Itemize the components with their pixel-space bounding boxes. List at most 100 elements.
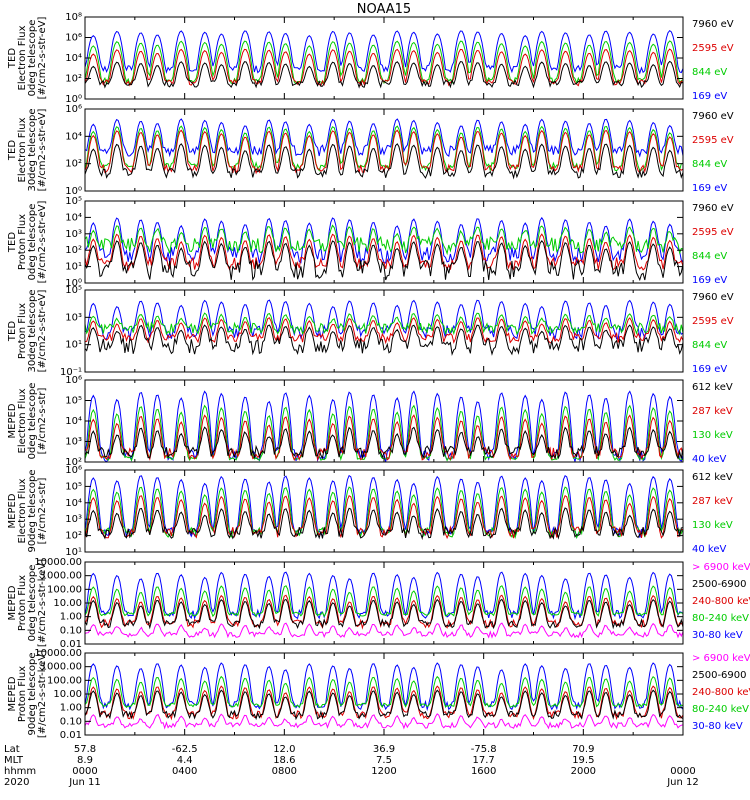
series-line	[84, 675, 684, 709]
panel-3: 10⁰ 10¹ 10² 10³ 10⁴ 10⁵ TED Proton Flux 0deg tel…	[7, 196, 734, 289]
y-label-line: Electron Flux	[17, 388, 28, 453]
y-tick-label: 1.00	[60, 703, 82, 714]
series-line	[84, 48, 684, 87]
footer-value: 4.4	[177, 755, 193, 766]
y-tick-label: 0.10	[60, 716, 82, 727]
series-line	[84, 143, 684, 180]
footer-value: 19.5	[572, 755, 594, 766]
y-label-line: 0deg telescope	[27, 565, 38, 642]
panel-1: 10⁰ 10² 10⁴ 10⁶ 10⁸ TED Electron Flux 0deg tele…	[7, 12, 734, 105]
legend-entry: 7960 eV	[692, 19, 734, 30]
y-tick-label: 10⁶	[65, 465, 82, 476]
footer-value: 36.9	[373, 744, 395, 755]
y-tick-label: 10⁵	[65, 481, 82, 492]
y-tick-label: 0.01	[60, 730, 82, 741]
legend-entry: 844 eV	[692, 67, 727, 78]
footer-value: 0000	[72, 766, 97, 777]
footer-value: 57.8	[74, 744, 96, 755]
y-tick-label: 10⁶	[65, 33, 82, 44]
y-label-line: Electron Flux	[17, 478, 28, 543]
y-label-line: MEPED	[7, 493, 18, 528]
legend-entry: 169 eV	[692, 91, 727, 102]
legend-entry: 844 eV	[692, 340, 727, 351]
legend-entry: 130 keV	[692, 520, 733, 531]
legend-entry: 287 keV	[692, 406, 733, 417]
series-line	[84, 125, 684, 172]
y-label-line: MEPED	[7, 585, 18, 620]
y-tick-label: 10⁴	[65, 212, 82, 223]
legend-entry: 169 eV	[692, 364, 727, 375]
y-tick-label: 100.00	[47, 675, 82, 686]
legend-entry: 2595 eV	[692, 316, 734, 327]
y-tick-label: 10.00	[53, 598, 82, 609]
y-label-line: MEPED	[7, 676, 18, 711]
legend-entry: 240-800 keV	[692, 596, 750, 607]
y-tick-label: 10⁴	[65, 131, 82, 142]
series-line	[84, 40, 684, 86]
y-label-line: Electron Flux	[17, 25, 28, 90]
y-axis-label: MEPED Proton Flux 0deg telescope [#/cm2-s-s…	[7, 559, 48, 647]
y-label-line: Proton Flux	[17, 214, 28, 270]
legend-entry: 7960 eV	[692, 111, 734, 122]
y-label-line: [#/cm2-s-str-keV]	[37, 650, 48, 738]
y-label-line: 0deg telescope	[27, 204, 38, 281]
y-label-line: Proton Flux	[17, 575, 28, 631]
legend-entry: 169 eV	[692, 183, 727, 194]
y-tick-label: 10⁻¹	[60, 367, 82, 378]
y-tick-label: 1000.00	[41, 571, 82, 582]
y-label-line: [#/cm2-s-str-keV]	[37, 559, 48, 647]
y-tick-label: 10000.00	[34, 648, 82, 659]
y-label-line: [#/cm2-s-str]	[37, 387, 48, 454]
series-line	[84, 507, 684, 541]
series-line	[84, 233, 684, 272]
footer-value: 0800	[272, 766, 297, 777]
y-tick-label: 10⁶	[65, 104, 82, 115]
footer-value: 2000	[571, 766, 596, 777]
legend-entry: 7960 eV	[692, 203, 734, 214]
y-tick-label: 0.10	[60, 625, 82, 636]
y-label-line: Proton Flux	[17, 666, 28, 722]
legend-entry: 240-800 keV	[692, 687, 750, 698]
y-label-line: [#/cm2-s-str]	[37, 477, 48, 544]
y-tick-label: 10⁰	[65, 278, 82, 289]
y-label-line: [#/cm2-s-str-eV]	[37, 290, 48, 373]
footer-value: 8.9	[77, 755, 93, 766]
y-label-line: TED	[7, 140, 18, 161]
y-tick-label: 0.01	[60, 639, 82, 650]
legend-entry: 30-80 keV	[692, 630, 743, 641]
series-line	[84, 312, 684, 336]
y-tick-label: 10¹	[65, 547, 82, 558]
panel-6: 10¹ 10² 10³ 10⁴ 10⁵ 10⁶ MEPED Electron Flux 90de…	[7, 465, 733, 558]
y-label-line: TED	[7, 48, 18, 69]
series-line	[84, 118, 684, 158]
panel-5: 10² 10³ 10⁴ 10⁵ 10⁶ MEPED Electron Flux 0deg te…	[7, 375, 733, 468]
y-tick-label: 10³	[65, 312, 82, 323]
footer-row-label: MLT	[4, 755, 24, 766]
series-line	[84, 598, 684, 630]
legend-entry: 130 keV	[692, 430, 733, 441]
footer-row-label: hhmm	[4, 766, 36, 777]
series-line	[84, 239, 684, 282]
y-tick-label: 10²	[65, 245, 82, 256]
legend-entry: 80-240 keV	[692, 613, 749, 624]
legend-entry: 40 keV	[692, 454, 726, 465]
footer-value: 0400	[172, 766, 197, 777]
series-line	[84, 30, 684, 75]
footer-value: 7.5	[376, 755, 392, 766]
y-tick-label: 10⁰	[65, 186, 82, 197]
footer-value: Jun 11	[68, 777, 101, 788]
y-tick-label: 10²	[65, 159, 82, 170]
y-label-line: 30deg telescope	[27, 289, 38, 372]
series-line	[84, 60, 684, 89]
y-label-line: [#/cm2-s-str-eV]	[37, 201, 48, 284]
legend-entry: 7960 eV	[692, 292, 734, 303]
y-label-line: 0deg telescope	[27, 20, 38, 97]
y-label-line: TED	[7, 232, 18, 253]
footer-value: 1200	[371, 766, 396, 777]
legend-entry: > 6900 keV	[692, 653, 750, 664]
y-tick-label: 10¹	[65, 340, 82, 351]
y-axis-label: MEPED Proton Flux 90deg telescope [#/cm2-s-…	[7, 650, 48, 738]
y-tick-label: 10.00	[53, 689, 82, 700]
